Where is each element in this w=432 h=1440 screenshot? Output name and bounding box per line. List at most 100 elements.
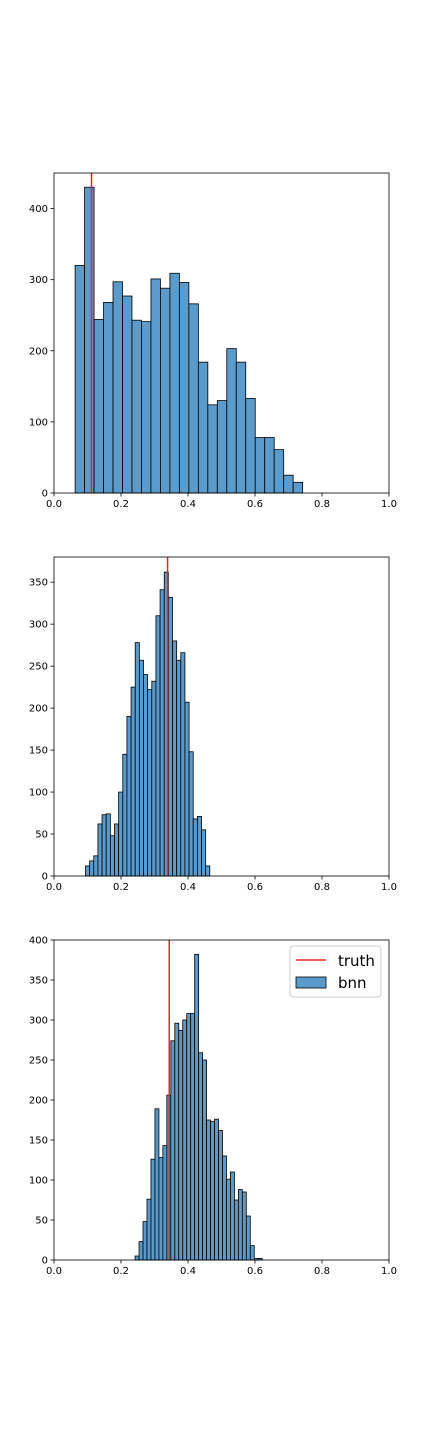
histogram-bar (292, 481, 304, 494)
histogram-bar (216, 400, 228, 494)
histogram-bar (283, 474, 294, 494)
y-tick-label: 350 (29, 976, 48, 987)
histogram-bar (197, 361, 209, 494)
histogram-bar (112, 281, 123, 494)
x-tick-label: 0.6 (247, 1266, 263, 1277)
y-tick-label: 50 (35, 1216, 48, 1227)
histogram-bar (122, 753, 128, 877)
histogram-bar (151, 680, 157, 877)
histogram-bar (138, 1241, 144, 1261)
histogram-bar (188, 751, 194, 877)
histogram-bar (214, 1118, 219, 1261)
x-tick-label: 0.0 (46, 1266, 62, 1277)
histogram-bar (188, 303, 199, 494)
histogram-bar (226, 1178, 231, 1261)
histogram-bar (158, 1157, 164, 1261)
histogram-bar (93, 319, 104, 494)
x-tick-label: 0.0 (46, 499, 62, 510)
x-tick-label: 1.0 (381, 882, 397, 893)
y-tick-label: 50 (35, 830, 48, 841)
histogram-bar (167, 596, 173, 877)
histogram-bar (178, 282, 190, 494)
x-tick-label: 0.6 (247, 882, 263, 893)
histogram-bar (202, 1059, 207, 1261)
histogram-bar (192, 818, 198, 877)
histogram-bar (105, 813, 111, 877)
histogram-bar (93, 855, 99, 877)
x-tick-label: 0.8 (314, 882, 330, 893)
x-tick-label: 0.4 (180, 499, 196, 510)
histogram-bar (162, 1145, 168, 1261)
histogram-bar (126, 716, 132, 877)
histogram-bar (118, 791, 124, 877)
histogram-bar (206, 1119, 211, 1261)
y-tick-label: 200 (29, 1096, 48, 1107)
histogram-bar (210, 1121, 215, 1261)
histogram-bar (245, 398, 256, 494)
histogram-bar (85, 865, 91, 877)
histogram-bar (160, 287, 171, 494)
x-tick-label: 0.2 (113, 499, 129, 510)
y-tick-label: 100 (29, 1176, 48, 1187)
histogram-bar (150, 1158, 156, 1261)
y-tick-label: 250 (29, 1056, 48, 1067)
legend-bnn-label: bnn (338, 974, 367, 992)
y-tick-label: 150 (29, 1136, 48, 1147)
axes-frame (53, 172, 390, 494)
legend-truth-label: truth (338, 952, 375, 970)
x-tick-label: 1.0 (381, 499, 397, 510)
histogram-bar (84, 186, 95, 494)
y-tick-label: 300 (29, 275, 48, 286)
histogram-bar (143, 674, 149, 877)
histogram-bar (89, 860, 95, 877)
histogram-bar (97, 823, 103, 877)
x-tick-label: 0.8 (314, 1266, 330, 1277)
y-tick-label: 0 (42, 1256, 48, 1267)
histogram-bar (182, 1019, 188, 1261)
axes-frame (53, 556, 390, 877)
histogram-bar (130, 686, 136, 877)
histogram-bar (184, 701, 190, 877)
histogram-bar (180, 652, 186, 877)
histogram-bar (201, 829, 207, 877)
histogram-bar (249, 1245, 255, 1261)
histogram-bar (172, 640, 178, 877)
histogram-bar (138, 659, 144, 877)
histogram-bar (109, 835, 115, 877)
y-tick-label: 100 (29, 417, 48, 428)
histogram-bar (218, 1130, 223, 1261)
legend-bnn-swatch (295, 976, 327, 989)
histogram-bar (154, 1108, 160, 1261)
histogram-bar (190, 1013, 196, 1261)
x-tick-label: 1.0 (381, 1266, 397, 1277)
histogram-bar (103, 302, 114, 494)
y-tick-label: 350 (29, 578, 48, 589)
histogram-bar (174, 1022, 180, 1261)
y-tick-label: 0 (42, 489, 48, 500)
x-tick-label: 0.4 (180, 1266, 196, 1277)
x-tick-label: 0.2 (113, 882, 129, 893)
x-tick-label: 0.2 (113, 1266, 129, 1277)
y-tick-label: 300 (29, 1016, 48, 1027)
histogram-bar (134, 642, 140, 877)
histogram-bar (131, 319, 142, 494)
histogram-bar (176, 659, 182, 877)
histogram-bar (226, 348, 237, 494)
y-tick-label: 250 (29, 662, 48, 673)
x-tick-label: 0.0 (46, 882, 62, 893)
histogram-bar (222, 1155, 227, 1261)
histogram-bar (74, 265, 85, 494)
histogram-bar (235, 361, 247, 494)
histogram-bar (114, 823, 120, 877)
histogram-bar (230, 1171, 235, 1261)
y-tick-label: 300 (29, 620, 48, 631)
histogram-bar (170, 1040, 176, 1261)
histogram-bar (101, 814, 107, 877)
histogram-panel-1: 0.0 0.2 0.4 0.6 0.8 1.0 0 100 200 300 400 (29, 172, 397, 510)
histogram-bar (122, 295, 133, 494)
y-tick-label: 400 (29, 204, 48, 215)
y-tick-label: 100 (29, 788, 48, 799)
histogram-panel-3: 0.0 0.2 0.4 0.6 0.8 1.0 0 50 100 150 200 250 300 350 4… (29, 936, 397, 1278)
histogram-bar (169, 272, 180, 494)
